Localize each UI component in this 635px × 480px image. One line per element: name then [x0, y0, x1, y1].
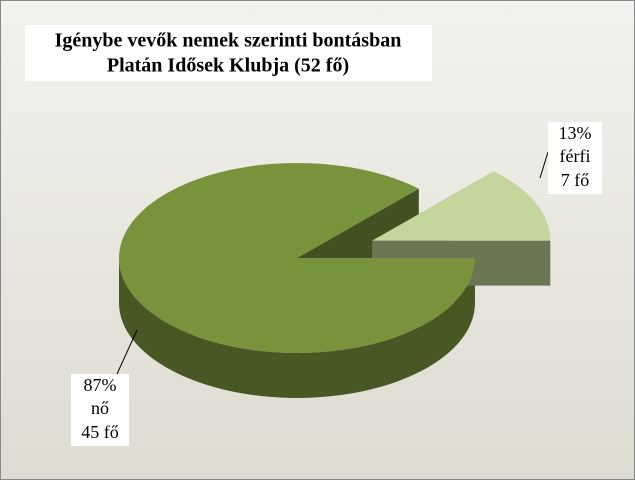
- pie: [118, 162, 551, 398]
- value-label: 13%: [559, 123, 592, 143]
- leader-line: [116, 329, 138, 375]
- category-label: nő: [91, 398, 109, 418]
- count-label: 7 fő: [561, 170, 590, 190]
- labels: 87% nő 45 fő 13% férfi 7 fő: [71, 122, 602, 446]
- category-label: férfi: [560, 146, 591, 166]
- chart-title: Igénybe vevők nemek szerinti bontásban: [55, 30, 402, 52]
- slice-side: [119, 258, 475, 398]
- label-box: [548, 122, 602, 194]
- title-box: [25, 25, 432, 81]
- leader-line: [539, 151, 549, 179]
- count-label: 45 fő: [81, 422, 119, 442]
- value-label: 87%: [84, 375, 117, 395]
- slice: [118, 162, 475, 353]
- slice: [372, 171, 551, 241]
- chart-subtitle: Platán Idősek Klubja (52 fő): [107, 55, 349, 77]
- label-box: [71, 374, 129, 446]
